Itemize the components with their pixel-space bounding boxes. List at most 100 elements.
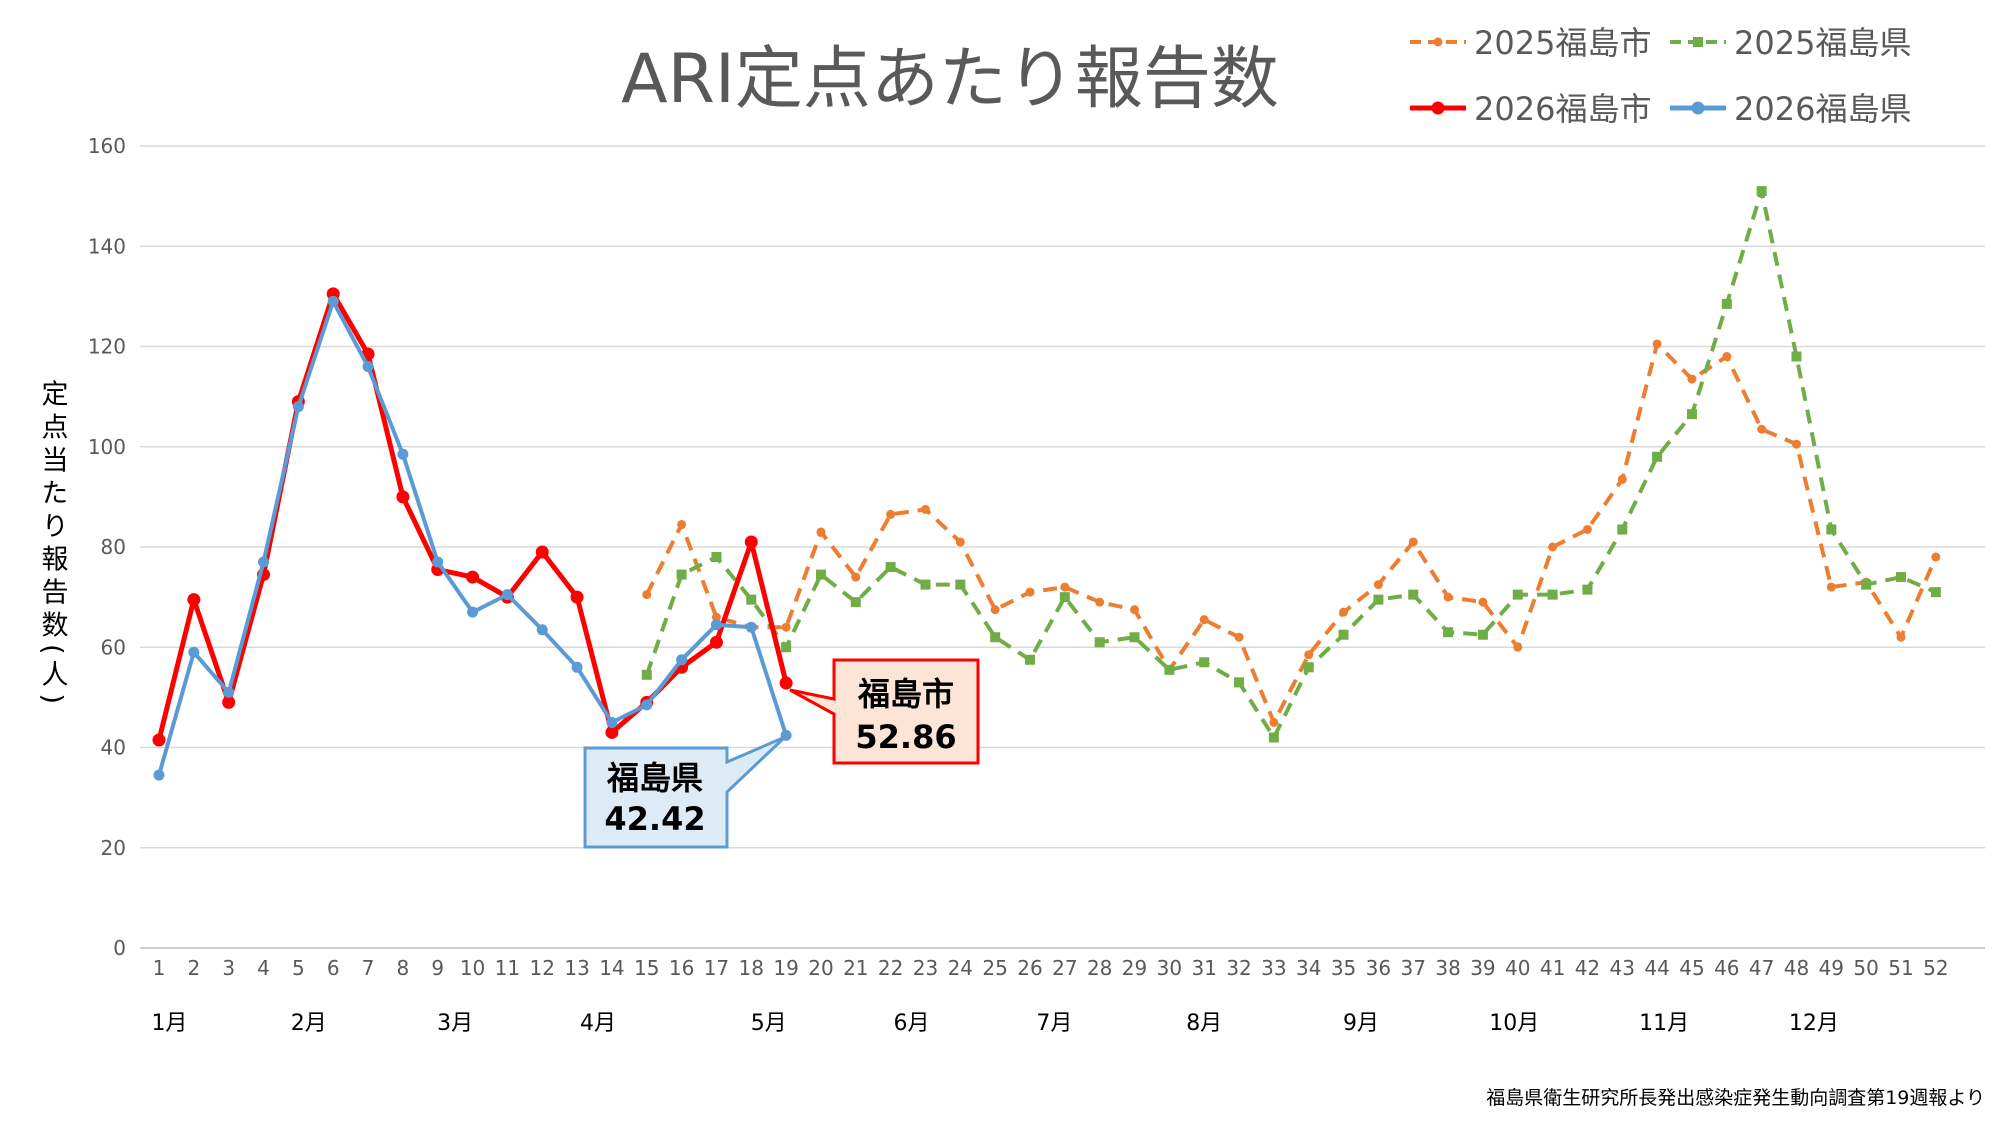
- data-point: [1025, 587, 1035, 597]
- series-line-2: [156, 291, 789, 741]
- data-point: [153, 769, 165, 781]
- data-point: [711, 552, 722, 563]
- data-point: [1025, 654, 1035, 665]
- data-point: [1512, 589, 1523, 600]
- data-point: [327, 295, 339, 307]
- data-point: [501, 589, 513, 601]
- x-tick-label: 25: [982, 956, 1007, 980]
- data-point: [188, 646, 200, 658]
- x-tick-label: 33: [1261, 956, 1286, 980]
- data-point: [396, 490, 410, 504]
- data-point: [1373, 580, 1383, 590]
- data-point: [1164, 664, 1175, 675]
- x-tick-label: 27: [1052, 956, 1077, 980]
- data-point: [222, 695, 236, 709]
- x-tick-label: 50: [1853, 956, 1878, 980]
- x-tick-label: 7: [362, 956, 375, 980]
- x-tick-label: 44: [1644, 956, 1669, 980]
- data-point: [990, 605, 1000, 615]
- data-point: [1094, 637, 1105, 648]
- callout-city-value: 52.86: [855, 718, 956, 756]
- x-tick-label: 6: [327, 956, 340, 980]
- x-tick-label: 16: [669, 956, 694, 980]
- x-tick-label: 34: [1296, 956, 1321, 980]
- data-point: [1059, 592, 1070, 603]
- x-tick-label: 26: [1017, 956, 1042, 980]
- data-point: [223, 686, 235, 698]
- series-layer: [152, 186, 1941, 781]
- x-tick-label: 2: [187, 956, 200, 980]
- data-point: [1861, 579, 1872, 590]
- data-point: [1931, 552, 1941, 562]
- data-point: [152, 733, 166, 747]
- month-label: 1月: [151, 1011, 187, 1036]
- data-point: [709, 635, 723, 649]
- x-tick-label: 52: [1923, 956, 1948, 980]
- data-point: [779, 676, 793, 690]
- data-point: [1826, 582, 1836, 592]
- month-label: 9月: [1343, 1011, 1379, 1036]
- x-tick-label: 29: [1122, 956, 1147, 980]
- x-tick-label: 14: [599, 956, 624, 980]
- data-point: [1443, 627, 1454, 638]
- x-tick-label: 1: [153, 956, 166, 980]
- callout-fukushima-city: 福島市 52.86: [789, 658, 980, 765]
- legend-marker: [1693, 37, 1703, 47]
- x-tick-label: 40: [1505, 956, 1530, 980]
- source-note: 福島県衛生研究所長発出感染症発生動向調査第19週報より: [1486, 1087, 1985, 1109]
- series-line-0: [645, 342, 1938, 725]
- data-point: [955, 537, 965, 547]
- x-tick-label: 23: [913, 956, 938, 980]
- y-tick-label: 0: [113, 936, 126, 960]
- y-tick-label: 80: [101, 535, 126, 559]
- data-point: [1130, 605, 1140, 615]
- x-tick-label: 17: [704, 956, 729, 980]
- gridlines: [140, 145, 1985, 949]
- data-point: [1548, 542, 1558, 552]
- data-point: [1513, 642, 1523, 652]
- data-point: [1199, 657, 1210, 668]
- data-point: [746, 594, 757, 605]
- data-point: [258, 556, 270, 568]
- data-point: [1896, 572, 1906, 583]
- x-tick-label: 21: [843, 956, 868, 980]
- x-tick-label: 31: [1191, 956, 1216, 980]
- data-point: [816, 527, 826, 537]
- data-point: [1269, 717, 1279, 727]
- data-point: [1756, 186, 1767, 197]
- data-point: [850, 597, 861, 608]
- data-point: [1617, 524, 1628, 535]
- data-point: [641, 699, 653, 711]
- series-line-3: [157, 299, 789, 776]
- data-point: [955, 579, 966, 590]
- x-tick-label: 51: [1888, 956, 1913, 980]
- data-point: [745, 621, 757, 633]
- month-label: 2月: [291, 1011, 327, 1036]
- data-point: [1478, 597, 1488, 607]
- legend-label: 2025福島県: [1734, 24, 1911, 62]
- data-point: [1408, 589, 1419, 600]
- data-point: [990, 632, 1001, 643]
- data-point: [1338, 629, 1349, 640]
- month-label: 11月: [1639, 1011, 1689, 1036]
- data-point: [851, 572, 861, 582]
- data-point: [676, 654, 688, 666]
- x-tick-label: 38: [1435, 956, 1460, 980]
- month-label: 5月: [751, 1011, 787, 1036]
- x-tick-labels: 1 2 3 4 5 6 7 8 9 10 11 12 13 14 15 16 17 18 19 20 21 22 23 24 2…: [153, 956, 1949, 980]
- x-tick-label: 20: [808, 956, 833, 980]
- data-point: [292, 401, 304, 413]
- month-labels: 1月 2月 3月 4月 5月 6月 7月 8月 9月 10月 11月 12月: [151, 1011, 1838, 1036]
- data-point: [642, 590, 652, 600]
- data-point: [535, 545, 549, 559]
- data-point: [1896, 632, 1906, 642]
- legend-marker: [1691, 101, 1705, 115]
- y-tick-label: 140: [88, 234, 126, 258]
- x-tick-label: 8: [397, 956, 410, 980]
- data-point: [570, 590, 584, 604]
- y-tick-labels: 0 20 40 60 80 100 120 140 160: [88, 134, 126, 960]
- callout-fukushima-pref: 福島県 42.42: [583, 735, 787, 849]
- data-point: [1757, 424, 1767, 434]
- data-point: [362, 361, 374, 373]
- data-point: [1373, 594, 1384, 605]
